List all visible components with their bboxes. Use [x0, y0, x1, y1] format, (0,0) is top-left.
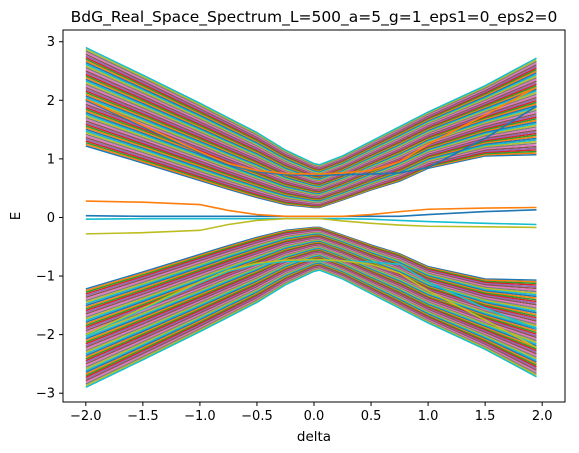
- x-tick-label: 2.0: [532, 409, 553, 424]
- x-tick-label: 1.0: [418, 409, 439, 424]
- y-tick-label: 3: [47, 35, 55, 50]
- series-line-1: [85, 200, 537, 218]
- x-tick-label: −0.5: [241, 409, 273, 424]
- bulk-bands: [85, 46, 537, 389]
- y-tick-label: −1: [36, 270, 55, 285]
- y-axis-label: E: [8, 212, 24, 221]
- x-tick-label: 0.0: [304, 409, 325, 424]
- y-tick-label: 0: [47, 211, 55, 226]
- x-tick-label: −1.0: [184, 409, 216, 424]
- series-line-4: [85, 99, 537, 177]
- series-line-5: [85, 86, 537, 175]
- x-tick-label: −1.5: [127, 409, 159, 424]
- plot-area: [85, 46, 537, 389]
- y-tick-label: −3: [36, 387, 55, 402]
- x-tick-label: 1.5: [475, 409, 496, 424]
- series-line-6: [85, 260, 537, 337]
- x-tick-label: −2.0: [70, 409, 102, 424]
- series-line-7: [85, 258, 537, 349]
- x-tick-label: 0.5: [361, 409, 382, 424]
- band-line-upper-59: [85, 46, 537, 166]
- x-axis-label: delta: [297, 429, 331, 445]
- series-lines: [85, 86, 537, 349]
- chart-title: BdG_Real_Space_Spectrum_L=500_a=5_g=1_ep…: [71, 8, 558, 27]
- series-line-3: [85, 217, 537, 235]
- band-line-lower-59: [85, 269, 537, 389]
- x-axis: −2.0 −1.5 −1.0 −0.5 0.0 0.5 1.0 1.5 2.0: [70, 402, 553, 424]
- y-tick-label: 2: [47, 94, 55, 109]
- y-tick-label: 1: [47, 152, 55, 167]
- y-tick-label: −2: [36, 328, 55, 343]
- y-axis: −3 −2 −1 0 1 2 3: [36, 35, 63, 402]
